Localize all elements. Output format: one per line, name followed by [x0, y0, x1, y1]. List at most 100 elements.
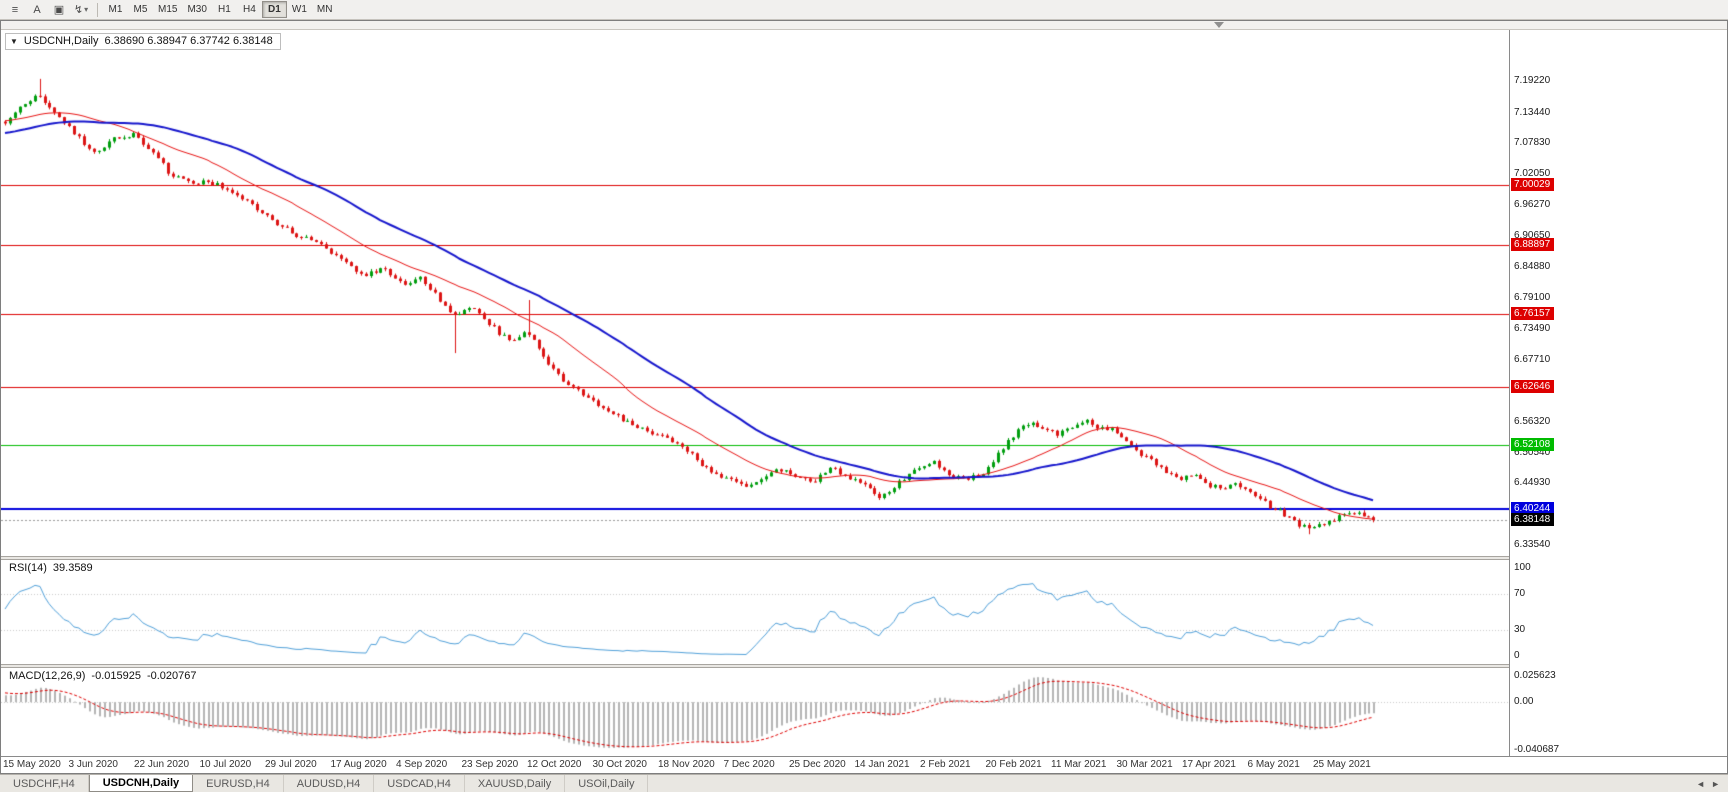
rsi-canvas[interactable] — [1, 560, 1509, 664]
date-label: 6 May 2021 — [1247, 759, 1300, 770]
date-label: 25 May 2021 — [1313, 759, 1371, 770]
tab-eurusd-h4[interactable]: EURUSD,H4 — [193, 775, 284, 792]
macd-axis-label: -0.040687 — [1514, 744, 1560, 755]
chart-body: ▼ USDCNH,Daily 6.38690 6.38947 6.37742 6… — [1, 30, 1727, 756]
symbol-tab-bar: USDCHF,H4 USDCNH,Daily EURUSD,H4 AUDUSD,H4 U… — [0, 774, 1728, 792]
date-label: 10 Jul 2020 — [199, 759, 252, 770]
price-line-badge: 7.00029 — [1511, 178, 1555, 192]
price-axis-label: 7.07830 — [1514, 136, 1551, 148]
rsi-axis-label: 100 — [1514, 562, 1531, 573]
chart-shift-marker-icon[interactable] — [1214, 22, 1224, 28]
tab-usoil-daily[interactable]: USOil,Daily — [565, 775, 649, 792]
timeframe-group: M1 M5 M15 M30 H1 H4 D1 W1 MN — [103, 1, 337, 18]
quick-tool-button[interactable]: ↯ ▾ — [70, 1, 92, 18]
tab-audusd-h4[interactable]: AUDUSD,H4 — [283, 775, 375, 792]
price-axis-label: 7.13440 — [1514, 106, 1551, 118]
tab-usdchf-h4[interactable]: USDCHF,H4 — [0, 775, 89, 792]
date-label: 14 Jan 2021 — [854, 759, 910, 770]
price-line-badge: 6.62646 — [1511, 380, 1555, 394]
date-label: 12 Oct 2020 — [527, 759, 582, 770]
chart-title: ▼ USDCNH,Daily 6.38690 6.38947 6.37742 6… — [5, 33, 281, 50]
date-axis[interactable]: 15 May 2020 3 Jun 2020 22 Jun 2020 10 Jul 2… — [1, 756, 1727, 773]
flash-icon: ↯ — [73, 4, 84, 16]
date-label: 7 Dec 2020 — [723, 759, 775, 770]
date-label: 30 Mar 2021 — [1116, 759, 1173, 770]
top-toolbar: ≡ A ▣ ↯ ▾ M1 M5 M15 M30 H1 H4 D1 W1 MN — [0, 0, 1728, 20]
current-price-badge: 6.38148 — [1511, 513, 1555, 527]
price-axis[interactable]: 7.19220 7.13440 7.07830 7.02050 6.96270 6.906… — [1509, 30, 1727, 756]
timeframe-w1[interactable]: W1 — [291, 4, 307, 15]
symbol-period-label: USDCNH,Daily — [23, 35, 99, 47]
timeframe-m1[interactable]: M1 — [108, 4, 123, 15]
timeframe-m5[interactable]: M5 — [133, 4, 148, 15]
date-label: 20 Feb 2021 — [985, 759, 1042, 770]
timeframe-mn[interactable]: MN — [316, 4, 333, 15]
price-axis-label: 6.73490 — [1514, 322, 1551, 334]
toolbar-separator — [97, 2, 98, 17]
macd-signal-value: -0.020767 — [146, 670, 197, 682]
tabs-scroll-right-button[interactable]: ► — [1711, 778, 1720, 789]
macd-axis-label: 0.025623 — [1514, 670, 1556, 681]
date-label: 25 Dec 2020 — [789, 759, 846, 770]
macd-name: MACD(12,26,9) — [9, 670, 86, 682]
price-axis-label: 6.79100 — [1514, 292, 1551, 304]
chart-window: ▼ USDCNH,Daily 6.38690 6.38947 6.37742 6… — [0, 20, 1728, 774]
price-axis-label: 6.56320 — [1514, 415, 1551, 427]
tab-usdcad-h4[interactable]: USDCAD,H4 — [374, 775, 465, 792]
price-axis-label: 6.84880 — [1514, 261, 1551, 273]
price-line-badge: 6.52108 — [1511, 437, 1555, 451]
price-line-badge: 6.40244 — [1511, 501, 1555, 515]
rsi-axis-label: 0 — [1514, 650, 1520, 661]
rsi-label: RSI(14) 39.3589 — [7, 562, 101, 574]
tab-scroll-arrows: ◄ ► — [1688, 775, 1728, 792]
price-axis-label: 6.50540 — [1514, 447, 1551, 459]
tab-xauusd-daily[interactable]: XAUUSD,Daily — [464, 775, 566, 792]
tab-usdcnh-daily[interactable]: USDCNH,Daily — [88, 775, 194, 792]
date-label: 11 Mar 2021 — [1051, 759, 1107, 770]
price-line-badge: 6.76157 — [1511, 307, 1555, 321]
menu-icon[interactable]: ≡ — [11, 3, 19, 16]
price-axis-label: 6.96270 — [1514, 199, 1551, 211]
date-label: 3 Jun 2020 — [68, 759, 119, 770]
macd-canvas[interactable] — [1, 668, 1509, 756]
rsi-name: RSI(14) — [9, 562, 47, 574]
price-chart-canvas[interactable] — [1, 30, 1509, 556]
tabs: USDCHF,H4 USDCNH,Daily EURUSD,H4 AUDUSD,H4 U… — [0, 775, 649, 792]
rsi-axis-label: 30 — [1514, 623, 1526, 635]
price-axis-label: 6.44930 — [1514, 477, 1551, 489]
date-label: 18 Nov 2020 — [658, 759, 715, 770]
date-label: 23 Sep 2020 — [461, 759, 519, 770]
macd-axis-label: 0.00 — [1514, 696, 1534, 708]
collapse-arrow-icon[interactable]: ▼ — [10, 36, 18, 46]
rsi-axis-label: 70 — [1514, 588, 1526, 600]
price-axis-label: 6.33540 — [1514, 539, 1551, 551]
timeframe-h1[interactable]: H1 — [218, 4, 231, 15]
price-axis-label: 6.67710 — [1514, 354, 1551, 366]
chart-box-button[interactable]: ▣ — [53, 4, 65, 16]
price-line-badge: 6.88897 — [1511, 238, 1555, 252]
chart-scrollbar[interactable] — [1, 21, 1727, 30]
date-label: 17 Apr 2021 — [1182, 759, 1236, 770]
pane-splitter[interactable] — [1, 556, 1727, 560]
macd-label: MACD(12,26,9) -0.015925 -0.020767 — [7, 670, 205, 682]
timeframe-m15[interactable]: M15 — [158, 4, 178, 15]
pane-splitter[interactable] — [1, 664, 1727, 668]
date-label: 29 Jul 2020 — [265, 759, 317, 770]
price-axis-label: 7.02050 — [1514, 168, 1551, 180]
date-label: 30 Oct 2020 — [592, 759, 647, 770]
ohlc-values: 6.38690 6.38947 6.37742 6.38148 — [104, 35, 273, 47]
dropdown-caret-icon: ▾ — [84, 5, 89, 14]
timeframe-d1[interactable]: D1 — [261, 1, 287, 18]
date-label: 4 Sep 2020 — [396, 759, 448, 770]
tabs-scroll-left-button[interactable]: ◄ — [1696, 778, 1706, 789]
annotation-a-button[interactable]: A — [33, 3, 41, 16]
date-label: 22 Jun 2020 — [134, 759, 190, 770]
date-label: 15 May 2020 — [3, 759, 61, 770]
timeframe-h4[interactable]: H4 — [243, 4, 256, 15]
macd-main-value: -0.015925 — [91, 670, 141, 682]
date-label: 17 Aug 2020 — [330, 759, 387, 770]
rsi-value: 39.3589 — [52, 562, 93, 574]
date-label: 2 Feb 2021 — [920, 759, 971, 770]
timeframe-m30[interactable]: M30 — [187, 4, 207, 15]
price-axis-label: 7.19220 — [1514, 75, 1551, 87]
